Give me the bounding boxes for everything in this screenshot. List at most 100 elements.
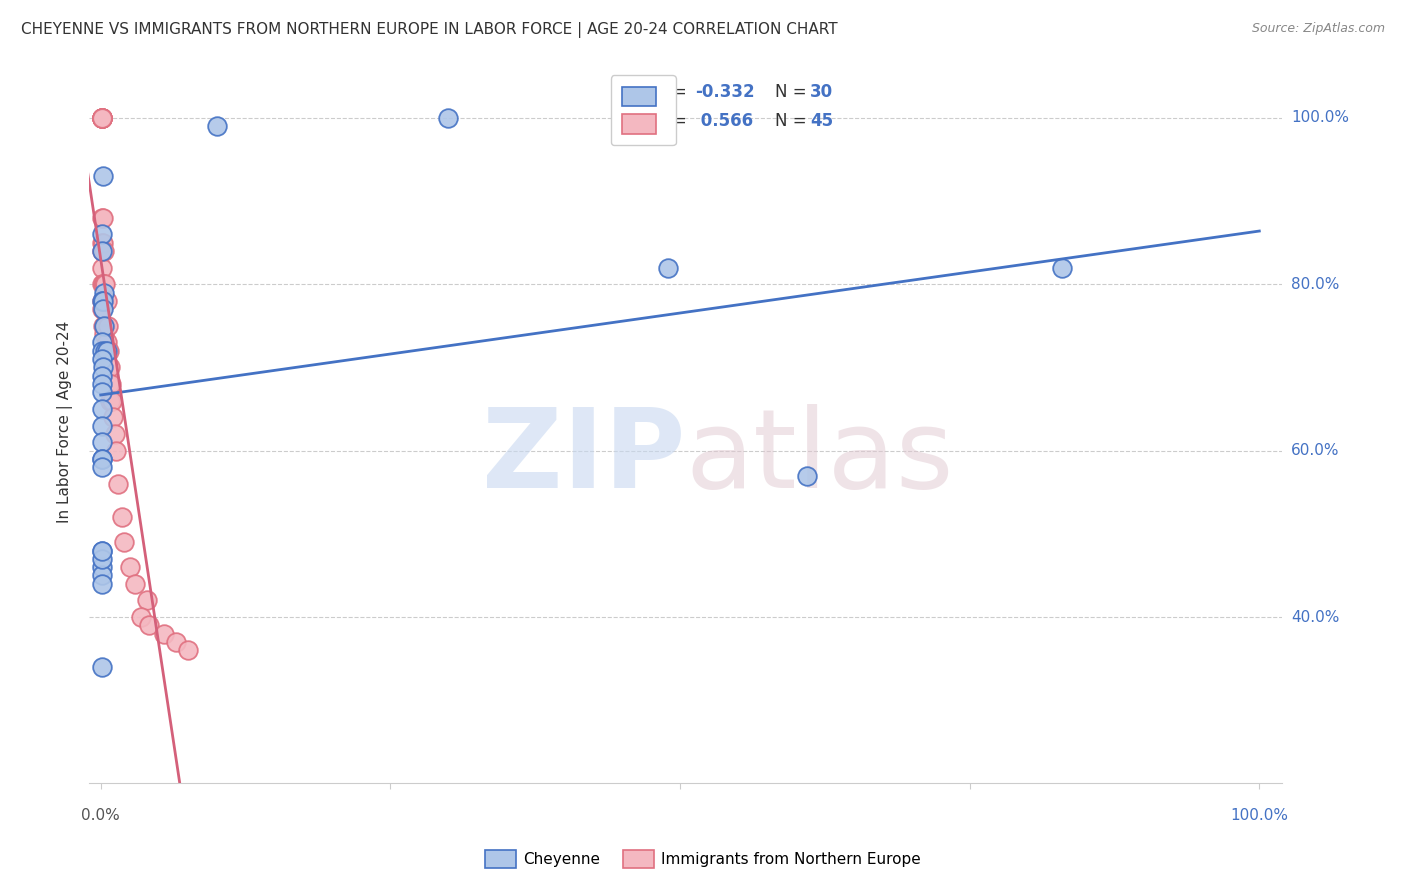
Point xyxy=(90,402,112,417)
Point xyxy=(657,260,679,275)
Point xyxy=(96,343,118,358)
Point xyxy=(93,244,115,258)
Point xyxy=(94,343,117,358)
Point xyxy=(90,277,112,292)
Point xyxy=(96,335,118,350)
Point xyxy=(90,385,112,400)
Text: 80.0%: 80.0% xyxy=(1291,277,1339,292)
Point xyxy=(118,560,141,574)
Point xyxy=(1052,260,1074,275)
Point xyxy=(90,660,112,674)
Point xyxy=(91,235,114,250)
Point xyxy=(91,360,114,375)
Point xyxy=(96,293,118,308)
Point xyxy=(104,443,127,458)
Point xyxy=(90,244,112,258)
Point xyxy=(91,302,114,317)
Point xyxy=(90,111,112,125)
Point xyxy=(124,576,146,591)
Point xyxy=(90,111,112,125)
Text: N =: N = xyxy=(775,83,813,101)
Point xyxy=(90,111,112,125)
Text: -0.332: -0.332 xyxy=(696,83,755,101)
Point xyxy=(796,468,818,483)
Point xyxy=(91,277,114,292)
Legend: Cheyenne, Immigrants from Northern Europe: Cheyenne, Immigrants from Northern Europ… xyxy=(477,843,929,875)
Point xyxy=(91,169,114,183)
Point xyxy=(90,560,112,574)
Point xyxy=(90,543,112,558)
Text: 100.0%: 100.0% xyxy=(1230,808,1288,823)
Point xyxy=(90,211,112,225)
Point xyxy=(90,543,112,558)
Point xyxy=(90,293,112,308)
Point xyxy=(90,452,112,467)
Point xyxy=(93,277,115,292)
Point xyxy=(129,610,152,624)
Text: R =: R = xyxy=(657,112,692,130)
Legend: , : , xyxy=(610,75,676,145)
Point xyxy=(176,643,198,657)
Point xyxy=(100,377,122,392)
Point xyxy=(90,111,112,125)
Point xyxy=(90,460,112,475)
Point xyxy=(90,244,112,258)
Text: 60.0%: 60.0% xyxy=(1291,443,1340,458)
Point xyxy=(97,377,120,392)
Text: 45: 45 xyxy=(810,112,832,130)
Point xyxy=(90,551,112,566)
Point xyxy=(90,111,112,125)
Y-axis label: In Labor Force | Age 20-24: In Labor Force | Age 20-24 xyxy=(58,320,73,523)
Point xyxy=(90,576,112,591)
Point xyxy=(136,593,159,607)
Point xyxy=(98,393,121,408)
Point xyxy=(205,119,228,133)
Text: atlas: atlas xyxy=(686,404,955,511)
Point xyxy=(90,111,112,125)
Point xyxy=(165,635,187,649)
Text: N =: N = xyxy=(775,112,813,130)
Point xyxy=(93,318,115,333)
Point xyxy=(97,360,120,375)
Point xyxy=(90,377,112,392)
Text: CHEYENNE VS IMMIGRANTS FROM NORTHERN EUROPE IN LABOR FORCE | AGE 20-24 CORRELATI: CHEYENNE VS IMMIGRANTS FROM NORTHERN EUR… xyxy=(21,22,838,38)
Point xyxy=(90,302,112,317)
Point xyxy=(94,277,117,292)
Point xyxy=(90,418,112,433)
Point xyxy=(93,327,115,342)
Point xyxy=(90,111,112,125)
Point xyxy=(91,293,114,308)
Point xyxy=(90,111,112,125)
Point xyxy=(90,568,112,582)
Point xyxy=(101,393,124,408)
Point xyxy=(94,318,117,333)
Point xyxy=(437,111,460,125)
Point xyxy=(110,510,132,524)
Point xyxy=(90,368,112,383)
Point xyxy=(98,360,121,375)
Text: 30: 30 xyxy=(810,83,832,101)
Point xyxy=(90,343,112,358)
Point xyxy=(90,293,112,308)
Text: 40.0%: 40.0% xyxy=(1291,609,1339,624)
Point xyxy=(90,352,112,367)
Point xyxy=(97,318,120,333)
Point xyxy=(112,535,135,549)
Point xyxy=(104,427,127,442)
Point xyxy=(138,618,160,632)
Point xyxy=(93,293,115,308)
Point xyxy=(153,626,176,640)
Text: R =: R = xyxy=(657,83,692,101)
Point xyxy=(103,410,125,425)
Text: Source: ZipAtlas.com: Source: ZipAtlas.com xyxy=(1251,22,1385,36)
Point xyxy=(97,343,120,358)
Point xyxy=(90,227,112,242)
Text: 0.566: 0.566 xyxy=(696,112,754,130)
Text: 0.0%: 0.0% xyxy=(82,808,120,823)
Point xyxy=(91,318,114,333)
Text: 100.0%: 100.0% xyxy=(1291,111,1348,126)
Point xyxy=(90,435,112,450)
Text: ZIP: ZIP xyxy=(482,404,686,511)
Point xyxy=(90,452,112,467)
Point xyxy=(107,477,129,491)
